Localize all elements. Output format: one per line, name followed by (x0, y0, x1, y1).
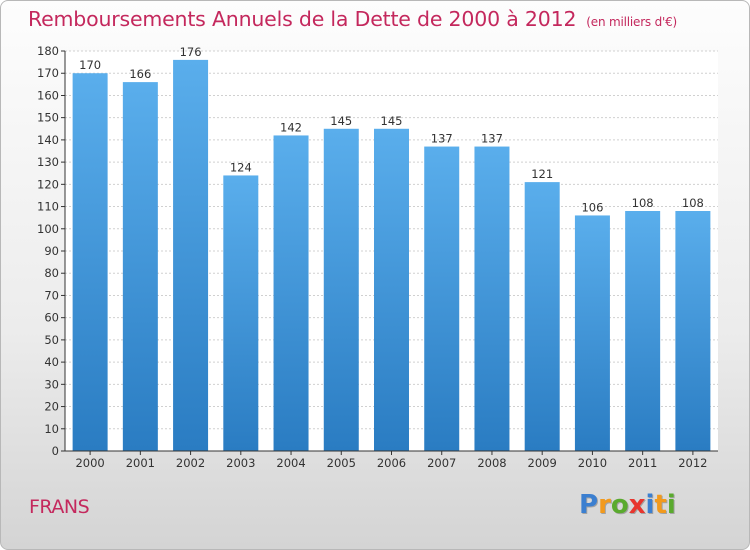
value-label-2001: 166 (129, 67, 151, 81)
x-tick-label-2012: 2012 (678, 456, 707, 470)
logo-letter: i (645, 490, 655, 520)
value-label-2007: 137 (431, 132, 453, 146)
bar-2005 (323, 128, 359, 451)
y-tick-label: 120 (37, 177, 59, 191)
y-tick-label: 20 (44, 400, 59, 414)
y-tick-label: 50 (44, 333, 59, 347)
x-tick-label-2010: 2010 (578, 456, 607, 470)
commune-name: FRANS (29, 496, 90, 518)
y-tick-label: 130 (37, 155, 59, 169)
y-tick-label: 110 (37, 200, 59, 214)
logo-letter: r (598, 490, 611, 520)
y-tick-label: 90 (44, 244, 59, 258)
y-tick-label: 70 (44, 288, 59, 302)
bar-2004 (273, 135, 309, 451)
value-label-2012: 108 (682, 196, 704, 210)
y-tick-label: 140 (37, 133, 59, 147)
y-tick-label: 100 (37, 222, 59, 236)
value-label-2005: 145 (330, 114, 352, 128)
y-tick-label: 60 (44, 311, 59, 325)
bar-2011 (625, 211, 661, 451)
y-tick-label: 30 (44, 377, 59, 391)
y-tick-label: 170 (37, 66, 59, 80)
bar-2012 (675, 211, 711, 451)
bar-2003 (223, 175, 259, 451)
logo-letter: o (610, 490, 629, 520)
x-tick-label-2004: 2004 (276, 456, 305, 470)
value-label-2002: 176 (180, 45, 202, 59)
bar-2006 (374, 128, 409, 451)
y-tick-label: 150 (37, 111, 59, 125)
logo-letter: i (666, 490, 676, 520)
x-tick-label-2001: 2001 (126, 456, 155, 470)
chart-title-text: Remboursements Annuels de la Dette de 20… (28, 7, 577, 31)
logo-letter: t (654, 490, 667, 520)
x-tick-label-2011: 2011 (628, 456, 657, 470)
bar-2002 (173, 59, 209, 452)
value-label-2004: 142 (280, 120, 302, 134)
x-tick-label-2008: 2008 (477, 456, 506, 470)
bar-2007 (424, 146, 460, 452)
bar-2000 (72, 73, 108, 451)
y-tick-label: 10 (44, 422, 59, 436)
proxiti-logo: Proxiti (579, 490, 676, 520)
value-label-2008: 137 (481, 132, 503, 146)
x-tick-label-2007: 2007 (427, 456, 456, 470)
logo-letter: P (579, 490, 599, 520)
x-tick-label-2006: 2006 (377, 456, 406, 470)
y-tick-label: 160 (37, 88, 59, 102)
bar-2008 (474, 146, 510, 452)
value-label-2009: 121 (531, 167, 553, 181)
x-tick-label-2003: 2003 (226, 456, 255, 470)
y-tick-label: 40 (44, 355, 59, 369)
bar-2010 (574, 215, 610, 451)
value-label-2011: 108 (632, 196, 654, 210)
bar-2001 (122, 82, 158, 451)
x-tick-label-2000: 2000 (75, 456, 104, 470)
y-tick-label: 0 (52, 444, 59, 458)
chart-subtitle: (en milliers d'€) (586, 15, 678, 29)
value-label-2000: 170 (79, 58, 101, 72)
value-label-2003: 124 (230, 160, 252, 174)
value-label-2010: 106 (581, 200, 603, 214)
x-tick-label-2002: 2002 (176, 456, 205, 470)
chart-title: Remboursements Annuels de la Dette de 20… (28, 7, 677, 31)
y-tick-label: 180 (37, 44, 59, 58)
bar-2009 (524, 182, 560, 451)
value-label-2006: 145 (381, 114, 403, 128)
x-tick-label-2005: 2005 (327, 456, 356, 470)
x-tick-label-2009: 2009 (528, 456, 557, 470)
y-tick-label: 80 (44, 266, 59, 280)
logo-letter: x (628, 490, 646, 520)
